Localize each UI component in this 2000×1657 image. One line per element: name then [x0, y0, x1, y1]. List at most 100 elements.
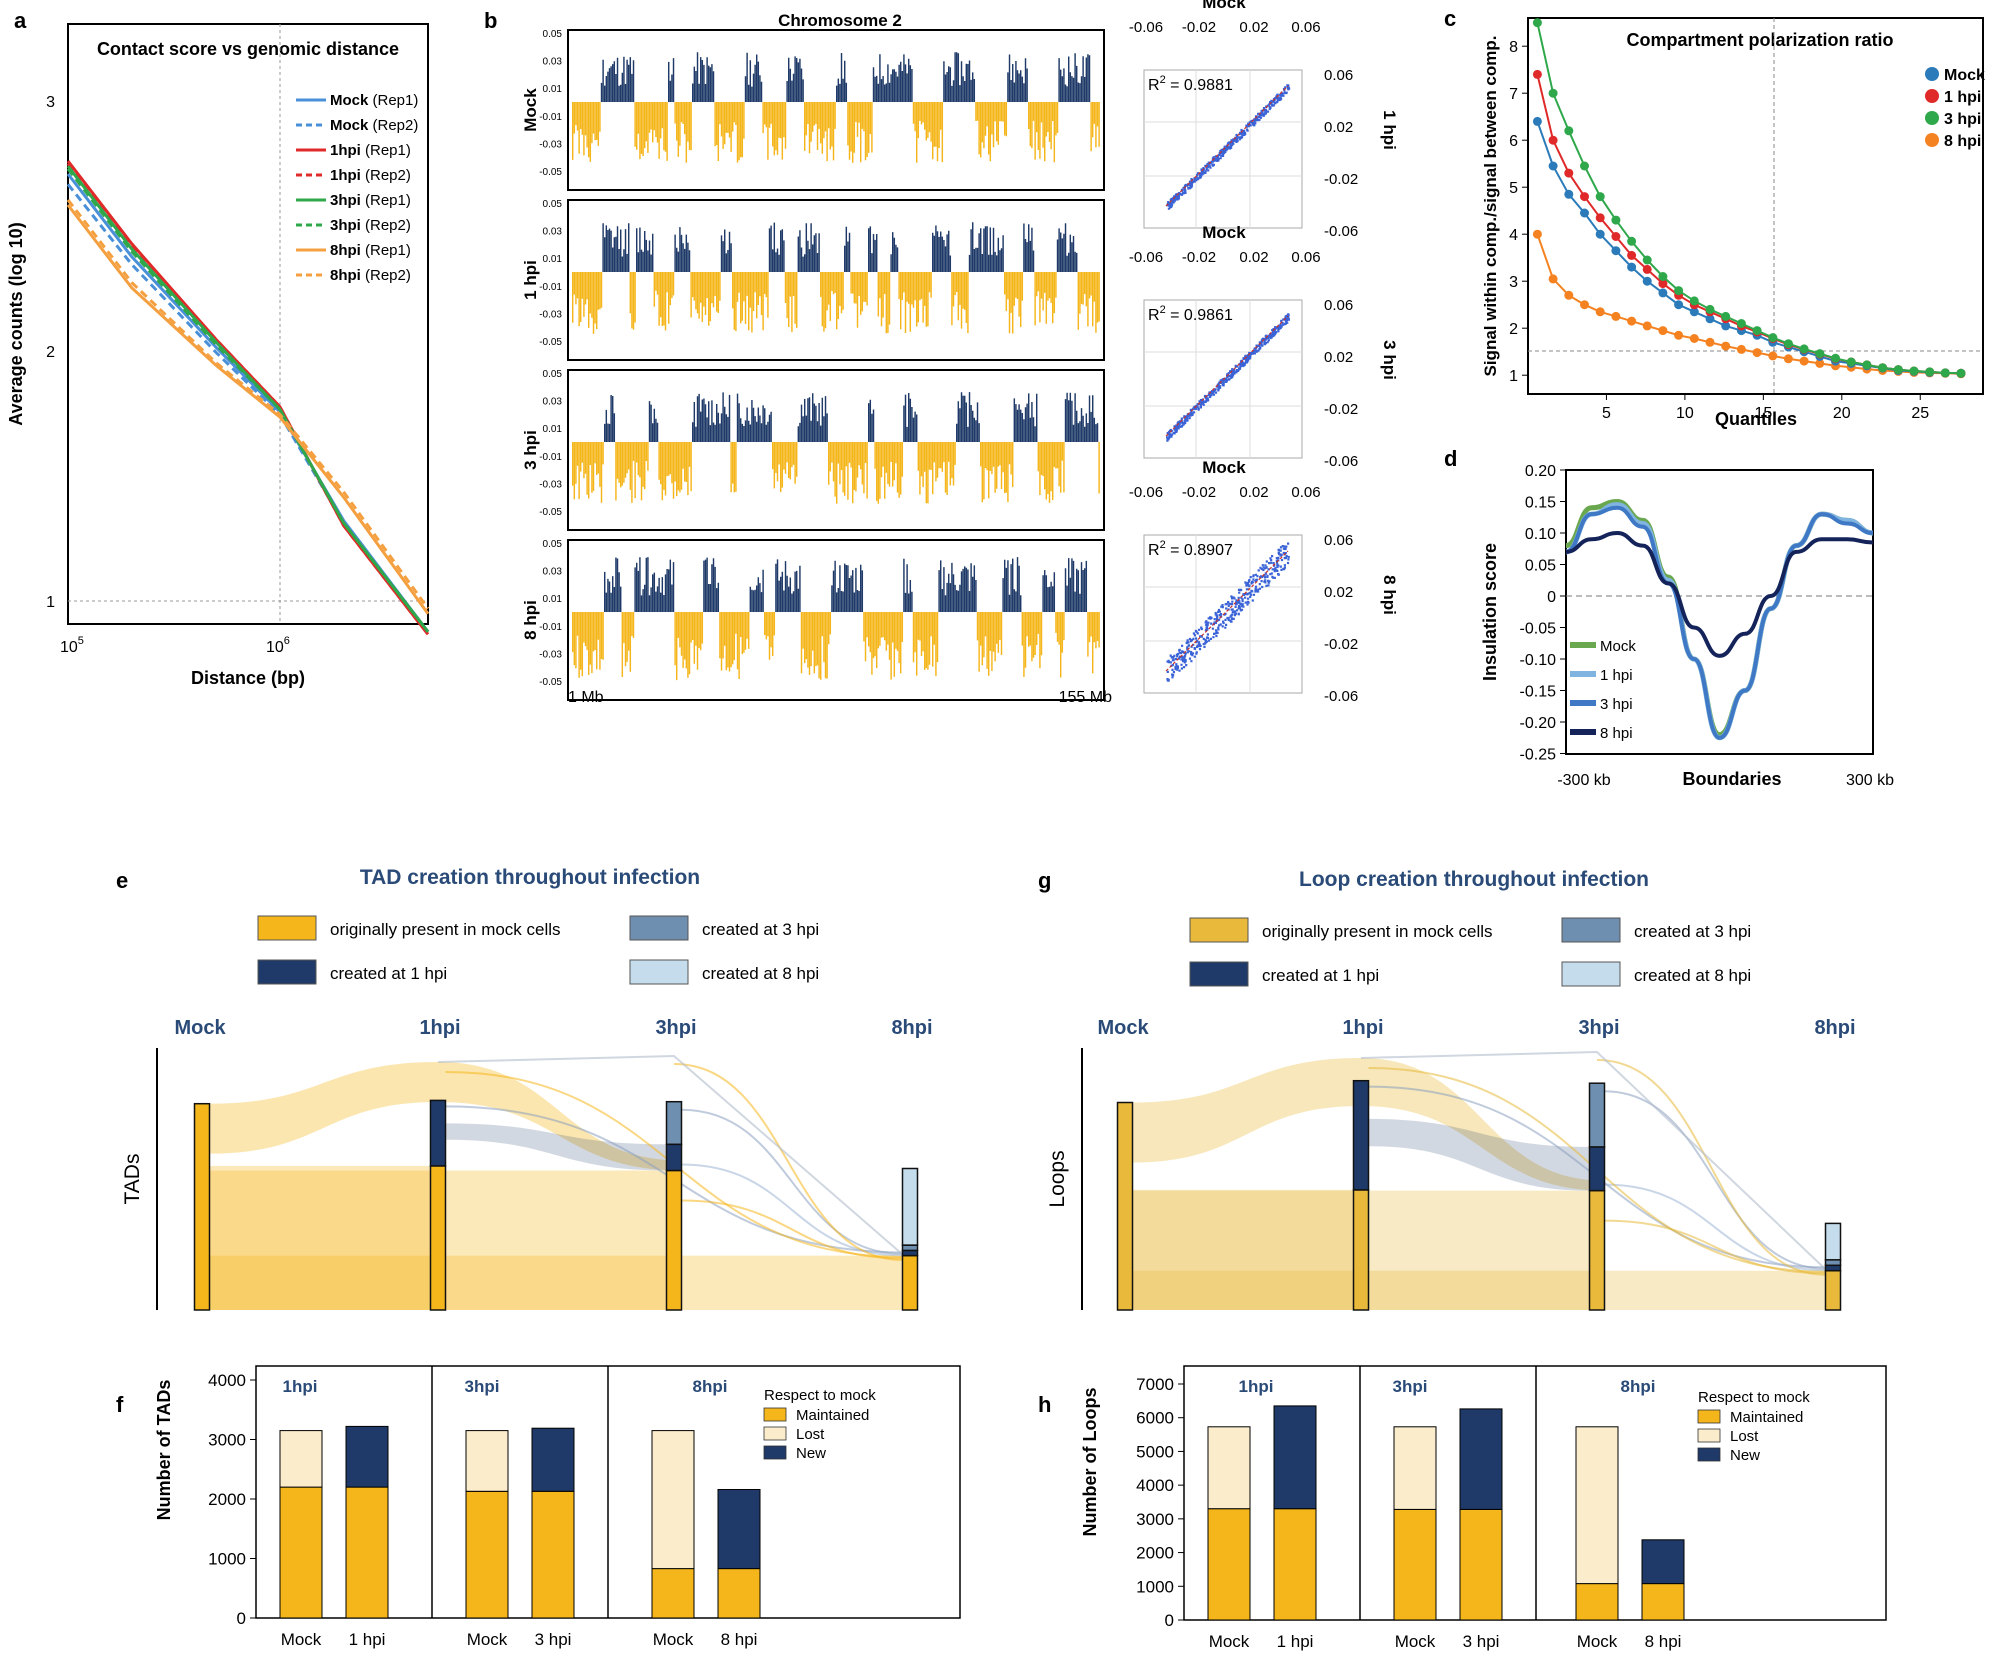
h-xlabel-3: 3 hpi: [1463, 1632, 1500, 1651]
b-track-ytick-1-1: 0.03: [543, 227, 563, 238]
b-scatter-ytick-2-1: 0.02: [1324, 584, 1353, 601]
b-scatter-ytick-1-3: -0.06: [1324, 453, 1358, 470]
h-xlabel-5: 8 hpi: [1645, 1632, 1682, 1651]
f-ytick-1: 1000: [208, 1550, 246, 1569]
b-track-ytick-0-1: 0.03: [543, 57, 563, 68]
panel-a-ylabel: Average counts (log 10): [6, 222, 26, 425]
a-legend-label-6: 8hpi (Rep1): [330, 242, 411, 259]
c-point-2-2: [1564, 126, 1574, 136]
b-scatter-xtick-2-1: -0.02: [1182, 484, 1216, 501]
a-legend-label-4: 3hpi (Rep1): [330, 192, 411, 209]
h-xlabel-0: Mock: [1209, 1632, 1250, 1651]
e-stack-1-seg-0: [429, 1165, 447, 1311]
f-ytick-2: 2000: [208, 1490, 246, 1509]
b-track-ytick-1-4: -0.03: [539, 309, 562, 320]
h-bar-2-0: [1393, 1508, 1437, 1621]
d-ytick-1: 0.15: [1525, 495, 1556, 512]
d-line-3: [1565, 530, 1874, 658]
f-xlabel-0: Mock: [281, 1630, 322, 1649]
panel-letter-d: d: [1444, 446, 1457, 471]
h-ytick-3: 3000: [1136, 1510, 1174, 1529]
panel-c-xlabel: Quantiles: [1715, 409, 1797, 429]
a-legend-label-5: 3hpi (Rep2): [330, 217, 411, 234]
b-track-ytick-3-0: 0.05: [543, 539, 563, 550]
f-bar-4-0: [651, 1568, 695, 1619]
a-legend-label-3: 1hpi (Rep2): [330, 167, 411, 184]
d-ytick-4: 0: [1547, 589, 1556, 606]
c-point-2-23: [1893, 365, 1903, 375]
e-flow-thin-1: [681, 1108, 903, 1255]
h-ytick-5: 5000: [1136, 1442, 1174, 1461]
c-xtick-4: 25: [1911, 405, 1929, 422]
e-flow-maint-3: [209, 1255, 903, 1310]
b-scatter-ytick-1-1: 0.02: [1324, 349, 1353, 366]
panel-b-title: Chromosome 2: [778, 11, 902, 30]
c-point-0-8: [1658, 288, 1668, 298]
e-stage-3: 8hpi: [891, 1017, 932, 1039]
c-legend-dot-0: [1925, 67, 1939, 81]
c-ytick-4: 5: [1509, 180, 1518, 197]
panel-letter-e: e: [116, 868, 128, 893]
c-point-0-0: [1532, 116, 1542, 126]
b-track-label-1: 1 hpi: [521, 260, 540, 300]
g-legend-label-1: created at 3 hpi: [1634, 922, 1751, 941]
c-point-0-12: [1721, 321, 1731, 331]
b-track-ytick-3-1: 0.03: [543, 567, 563, 578]
g-stack-0-seg-0: [1116, 1101, 1134, 1311]
a-legend-label-1: Mock (Rep2): [330, 117, 418, 134]
panel-h-ylabel: Number of Loops: [1080, 1388, 1100, 1537]
h-legend-label-1: Lost: [1730, 1428, 1759, 1445]
b-track-ytick-2-3: -0.01: [539, 452, 562, 463]
b-scatter-xlabel-2: Mock: [1202, 458, 1246, 477]
panel-c-series: [1532, 18, 1966, 379]
b-track-ytick-0-5: -0.05: [539, 167, 562, 178]
c-point-2-22: [1878, 363, 1888, 373]
c-point-1-0: [1532, 69, 1542, 79]
c-point-2-19: [1831, 353, 1840, 363]
h-group-1: 3hpi: [1393, 1377, 1428, 1396]
g-stack-1-seg-0: [1352, 1189, 1370, 1311]
b-scatter-ylabel-2: 8 hpi: [1380, 575, 1399, 615]
b-track-label-0: Mock: [521, 88, 540, 132]
b-scatter-ytick-1-2: -0.02: [1324, 401, 1358, 418]
b-track-label-3: 8 hpi: [521, 600, 540, 640]
panel-c-axes: 1 2 3 4 5 6 7 8 5 10 15 20 25: [1509, 39, 1929, 422]
a-xtick-1e5: 105: [60, 635, 84, 656]
panel-a-xlabel: Distance (bp): [191, 668, 305, 688]
c-point-3-5: [1611, 311, 1621, 321]
panel-letter-h: h: [1038, 1392, 1051, 1417]
panel-letter-f: f: [116, 1392, 124, 1417]
f-bar-2-1: [465, 1430, 509, 1492]
f-legend-swatch-2: [763, 1445, 787, 1460]
g-stack-2-seg-1: [1588, 1146, 1606, 1192]
e-flow-thin-4: [681, 1199, 903, 1260]
e-stack-3-seg-1: [901, 1249, 919, 1257]
panel-letter-g: g: [1038, 868, 1051, 893]
h-legend-label-2: New: [1730, 1447, 1760, 1464]
h-group-2: 8hpi: [1621, 1377, 1656, 1396]
panel-b-scatters: Mock -0.06 -0.02 0.02 0.06 0.06 0.02 -0.02 -0.06…: [1129, 0, 1399, 705]
h-bar-4-0: [1575, 1583, 1619, 1621]
b-track-frame-3: [567, 539, 1105, 701]
c-point-2-0: [1532, 18, 1542, 28]
b-track-A-bars-0: [600, 52, 1091, 102]
f-legend-swatch-0: [763, 1407, 787, 1422]
b-scatter-ytick-0-1: 0.02: [1324, 119, 1353, 136]
e-legend-label-3: created at 8 hpi: [702, 964, 819, 983]
c-point-2-21: [1862, 360, 1872, 370]
a-series-3: [66, 162, 430, 636]
g-legend-label-0: originally present in mock cells: [1262, 922, 1493, 941]
g-flow-maint-3: [1132, 1270, 1826, 1310]
h-bar-0-0: [1207, 1508, 1251, 1621]
c-point-2-18: [1815, 349, 1825, 359]
e-stack-2-seg-2: [665, 1100, 683, 1146]
g-flow-thin-2: [1604, 1183, 1826, 1272]
c-legend-dot-1: [1925, 89, 1939, 103]
e-flow-maint-1: [209, 1165, 431, 1310]
h-ytick-1: 1000: [1136, 1577, 1174, 1596]
f-legend-label-1: Lost: [796, 1426, 825, 1443]
b-scatter-xtick-1-3: 0.06: [1291, 249, 1320, 266]
f-xlabel-5: 8 hpi: [721, 1630, 758, 1649]
panel-a-legend: Mock (Rep1) Mock (Rep2) 1hpi (Rep1) 1hpi (R…: [296, 92, 418, 284]
g-flow-thin-1: [1604, 1090, 1826, 1270]
